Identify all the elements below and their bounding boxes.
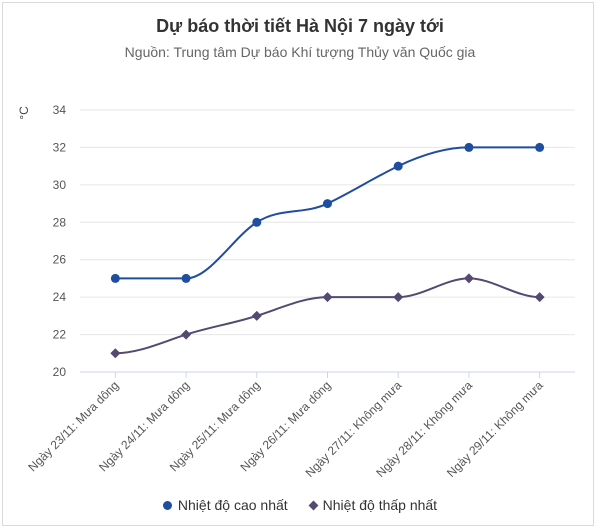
data-point-low[interactable] xyxy=(181,329,192,340)
data-point-high[interactable] xyxy=(535,142,545,152)
y-axis-ticks: 20 22 24 26 28 30 32 34 xyxy=(53,103,67,379)
legend-circle-marker-icon xyxy=(162,500,172,510)
data-point-low[interactable] xyxy=(534,292,545,303)
y-tick-label: 34 xyxy=(53,103,67,117)
legend-label-high: Nhiệt độ cao nhất xyxy=(177,497,288,513)
data-point-high[interactable] xyxy=(252,217,262,227)
chart-frame xyxy=(2,2,594,526)
data-point-high[interactable] xyxy=(393,161,403,171)
data-point-low[interactable] xyxy=(463,273,474,284)
data-point-high[interactable] xyxy=(110,273,120,283)
y-tick-label: 32 xyxy=(53,140,67,154)
y-axis-label: °C xyxy=(17,106,31,120)
chart-legend: Nhiệt độ cao nhất Nhiệt độ thấp nhất xyxy=(0,497,600,513)
data-point-low[interactable] xyxy=(110,348,121,359)
chart-title: Dự báo thời tiết Hà Nội 7 ngày tới xyxy=(156,16,444,36)
data-point-high[interactable] xyxy=(181,273,191,283)
data-point-high[interactable] xyxy=(323,199,332,209)
y-tick-label: 28 xyxy=(53,215,67,229)
data-point-high[interactable] xyxy=(464,142,474,152)
y-tick-label: 22 xyxy=(53,328,67,342)
y-tick-label: 26 xyxy=(53,253,67,267)
series-layer xyxy=(110,142,545,359)
legend-diamond-marker-icon xyxy=(308,500,319,510)
y-tick-label: 30 xyxy=(53,178,67,192)
data-point-low[interactable] xyxy=(251,310,262,321)
legend-label-low: Nhiệt độ thấp nhất xyxy=(322,497,438,513)
series-line-high xyxy=(115,146,540,280)
grid-layer xyxy=(80,109,575,373)
legend-item-high[interactable]: Nhiệt độ cao nhất xyxy=(162,497,288,513)
series-line-low xyxy=(115,277,540,355)
data-point-low[interactable] xyxy=(393,292,404,303)
legend-item-low[interactable]: Nhiệt độ thấp nhất xyxy=(308,497,438,513)
y-tick-label: 20 xyxy=(53,365,67,379)
data-point-low[interactable] xyxy=(322,292,333,303)
y-tick-label: 24 xyxy=(53,290,67,304)
chart-subtitle: Nguồn: Trung tâm Dự báo Khí tượng Thủy v… xyxy=(124,44,476,60)
